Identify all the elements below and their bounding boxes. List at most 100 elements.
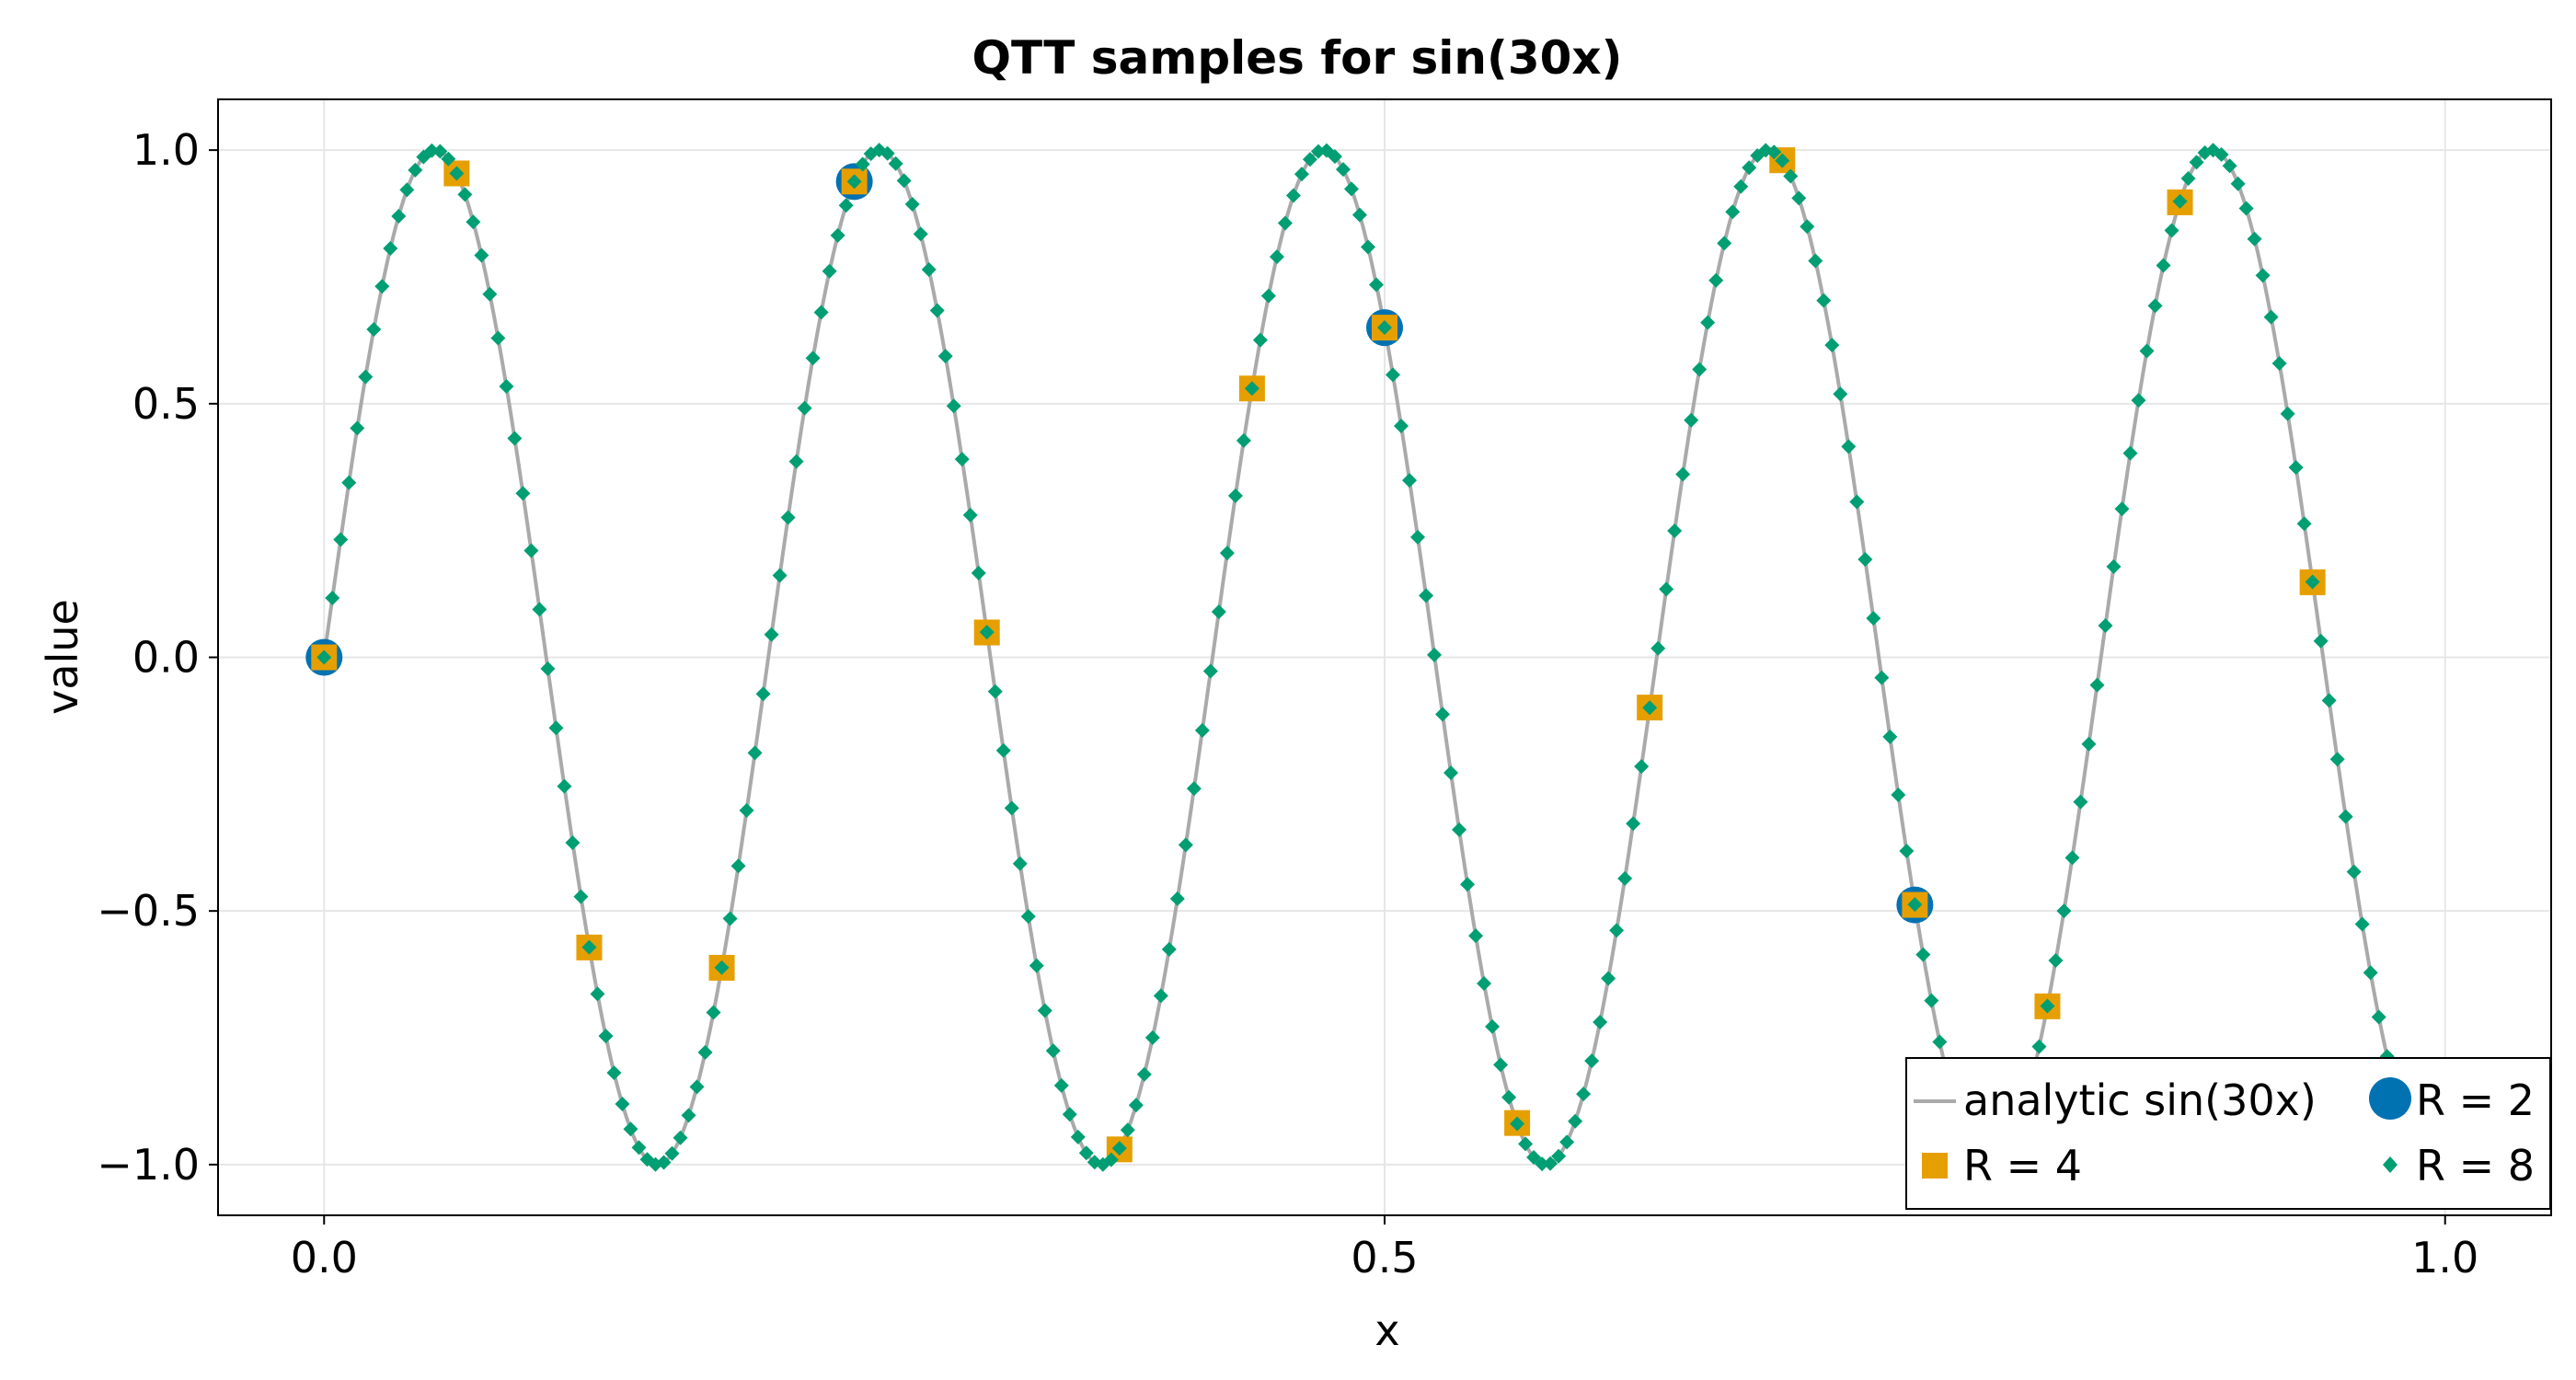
y-tick-label: 0.0 bbox=[132, 633, 200, 683]
r8-point bbox=[1717, 236, 1732, 251]
r8-point bbox=[1584, 1053, 1600, 1069]
r8-point bbox=[1020, 909, 1036, 925]
r8-point bbox=[2371, 1009, 2386, 1025]
r8-point bbox=[1360, 239, 1375, 255]
r8-point bbox=[466, 214, 481, 230]
r8-point bbox=[1477, 975, 1492, 991]
r8-point bbox=[1882, 729, 1898, 744]
r8-point bbox=[1394, 419, 1409, 434]
r8-point bbox=[1252, 332, 1268, 348]
r8-point bbox=[1518, 1136, 1534, 1152]
r8-point bbox=[1410, 529, 1426, 545]
r8-point bbox=[2081, 736, 2097, 752]
r8-point bbox=[565, 834, 581, 850]
r8-point bbox=[1692, 362, 1708, 377]
r8-point bbox=[1833, 386, 1848, 402]
r8-point bbox=[1659, 581, 1674, 597]
y-axis-label: value bbox=[38, 599, 87, 715]
r8-point bbox=[1219, 546, 1235, 561]
r8-point bbox=[490, 330, 506, 346]
r8-point bbox=[1800, 219, 1815, 235]
r8-point bbox=[946, 398, 961, 414]
r8-point bbox=[2313, 633, 2329, 649]
r8-point bbox=[590, 986, 605, 1002]
r8-point bbox=[1343, 181, 1359, 197]
r8-point bbox=[2031, 1039, 2047, 1054]
r8-point bbox=[1609, 923, 1625, 938]
r8-point bbox=[2106, 558, 2122, 574]
r8-point bbox=[2180, 171, 2196, 187]
r8-point bbox=[2064, 850, 2080, 866]
r8-point bbox=[2122, 445, 2138, 461]
r8-point bbox=[482, 286, 498, 302]
r8-point bbox=[1510, 1116, 1525, 1132]
r8-point bbox=[457, 187, 473, 202]
r8-point bbox=[880, 145, 895, 161]
r8-point bbox=[2172, 193, 2188, 209]
r8-point bbox=[1427, 647, 1443, 662]
r8-point bbox=[1227, 488, 1243, 503]
r8-point bbox=[788, 454, 804, 469]
tick-layer: 0.0 0.5 1.0 1.0 0.5 0.0 −0.5 −1.0 bbox=[97, 125, 2478, 1282]
r8-point bbox=[432, 144, 448, 159]
r8-point bbox=[1642, 700, 1658, 716]
r8-point bbox=[1568, 1113, 1583, 1129]
r8-point bbox=[1419, 588, 1434, 604]
r8-point bbox=[2131, 393, 2146, 408]
r8-point bbox=[2156, 258, 2171, 273]
r8-point bbox=[474, 247, 489, 263]
r8-point bbox=[813, 305, 829, 320]
r8-point bbox=[747, 745, 763, 761]
r8-point bbox=[1535, 1156, 1550, 1172]
r8-point bbox=[623, 1121, 638, 1137]
r8-point bbox=[1501, 1089, 1517, 1105]
r8-point bbox=[2139, 343, 2155, 359]
r8-point bbox=[2346, 864, 2362, 880]
r8-point bbox=[1136, 1066, 1152, 1082]
r8-point bbox=[838, 198, 854, 213]
r8-point bbox=[987, 684, 1003, 699]
r8-point bbox=[1161, 941, 1177, 957]
r8-point bbox=[888, 155, 903, 171]
r8-point bbox=[1377, 319, 1392, 335]
r8-point bbox=[1924, 993, 1939, 1008]
r8-point bbox=[722, 911, 738, 926]
r8-point bbox=[1012, 856, 1028, 871]
r8-point bbox=[606, 1065, 622, 1081]
r8-point bbox=[846, 174, 862, 190]
r8-point bbox=[1452, 822, 1467, 837]
r8-point bbox=[2329, 752, 2345, 767]
r8-point bbox=[937, 349, 953, 364]
r8-point bbox=[1277, 215, 1293, 231]
r8-point bbox=[1915, 947, 1931, 962]
r8-point bbox=[1070, 1129, 1086, 1144]
r8-point bbox=[2280, 406, 2295, 421]
legend-circle-icon bbox=[2369, 1077, 2411, 1120]
r8-point bbox=[1468, 928, 1484, 944]
marker-layer bbox=[305, 143, 2444, 1172]
r8-point bbox=[1169, 891, 1185, 906]
r8-point bbox=[1667, 523, 1683, 539]
r8-point bbox=[1783, 168, 1799, 184]
r8-point bbox=[2255, 268, 2271, 283]
r8-point bbox=[830, 227, 845, 243]
r8-point bbox=[341, 475, 357, 490]
r8-point bbox=[2247, 231, 2262, 247]
r8-point bbox=[631, 1140, 647, 1156]
legend-label-r4: R = 4 bbox=[1963, 1141, 2082, 1190]
r8-point bbox=[1766, 144, 1782, 160]
r8-point bbox=[2363, 965, 2378, 981]
r8-point bbox=[2147, 298, 2163, 314]
r8-point bbox=[1062, 1107, 1077, 1122]
r8-point bbox=[921, 262, 937, 278]
r8-point bbox=[1443, 765, 1459, 780]
r8-point bbox=[1866, 611, 1881, 627]
r8-point bbox=[979, 625, 995, 640]
r8-point bbox=[1202, 663, 1218, 679]
r8-point bbox=[1178, 837, 1193, 853]
r8-point bbox=[1899, 843, 1915, 858]
r8-point bbox=[656, 1155, 672, 1170]
r8-point bbox=[1816, 293, 1832, 308]
r8-point bbox=[664, 1145, 680, 1161]
